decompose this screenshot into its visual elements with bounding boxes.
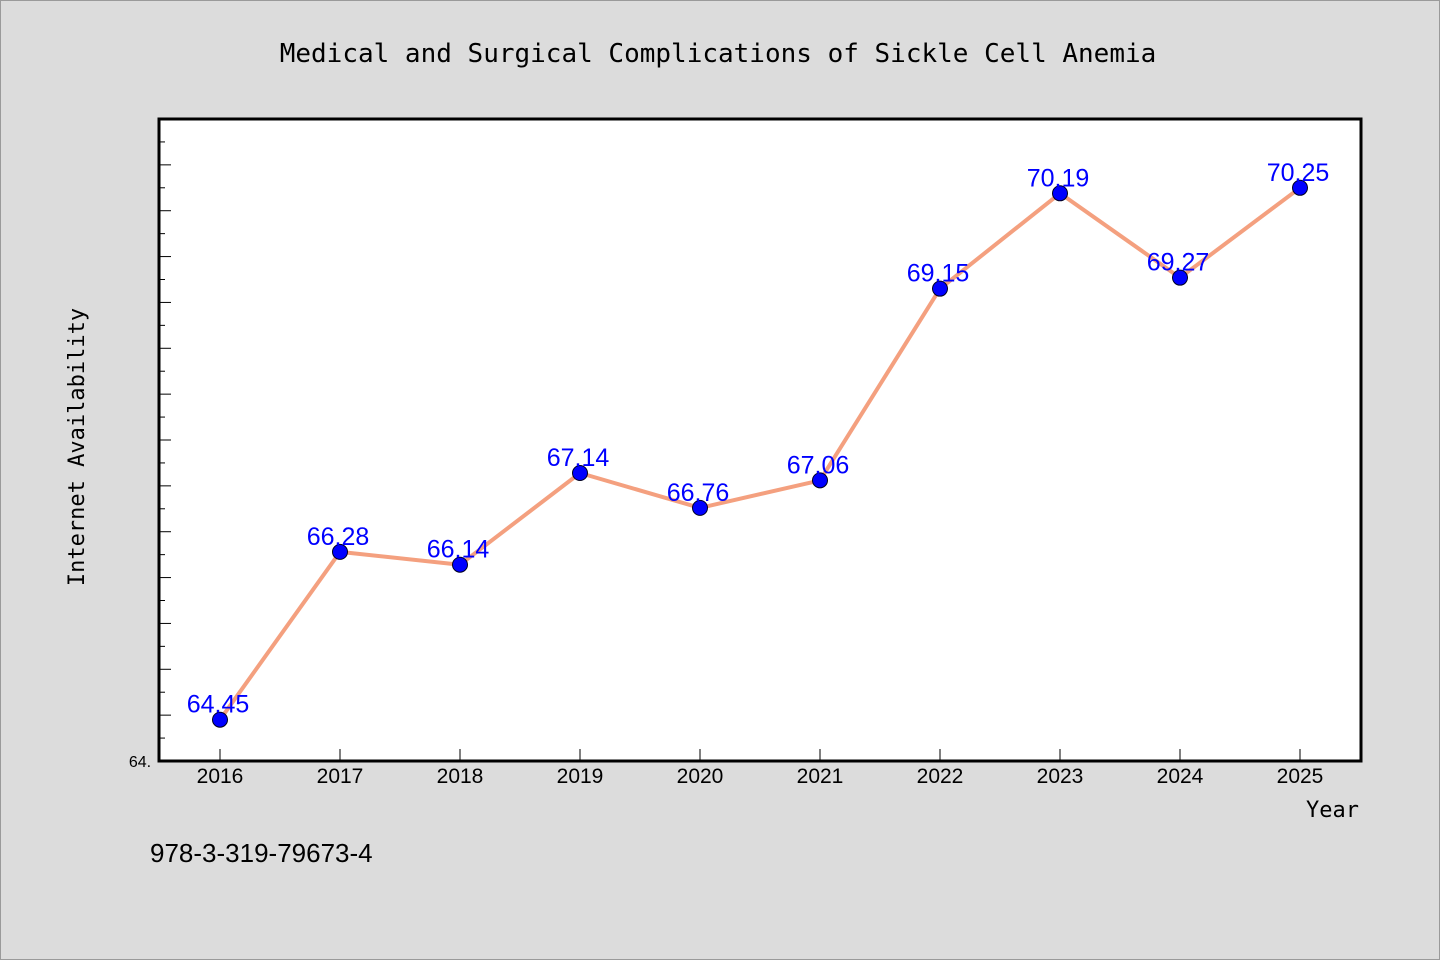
data-label: 70.25 [1267,159,1330,187]
footer-isbn: 978-3-319-79673-4 [150,838,373,868]
y-axis-ticks [159,118,171,762]
series-line-group [218,185,1302,722]
data-markers [212,179,1308,728]
chart-title: Medical and Surgical Complications of Si… [280,39,1157,69]
plot-area [157,117,1363,763]
x-tick-label: 2017 [317,765,364,788]
data-point [332,543,348,560]
x-tick-label: 2018 [437,765,484,788]
x-tick-label: 2021 [797,765,844,788]
data-label: 70.19 [1027,164,1090,192]
data-point [212,711,228,728]
data-point [1292,179,1308,196]
data-point [1172,269,1188,286]
x-axis-tick-labels: 2016 2017 2018 2019 2020 2021 2022 2023 2024 2025 [197,765,1324,788]
data-point [932,280,948,297]
data-label: 66.76 [667,479,730,507]
x-tick-label: 2020 [677,765,724,788]
series-line [218,185,1302,722]
x-tick-label: 2023 [1037,765,1084,788]
y-axis-label: Internet Availability [65,308,90,586]
data-point [812,472,828,489]
data-label: 69.27 [1147,249,1210,277]
data-labels: 64.45 66.28 66.14 67.14 66.76 67.06 69.15 70.19… [187,159,1330,719]
x-axis-ticks [219,749,1301,761]
x-tick-label: 2016 [197,765,244,788]
x-tick-label: 2024 [1157,765,1204,788]
data-point [452,556,468,573]
x-tick-label: 2022 [917,765,964,788]
data-label: 66.28 [307,523,370,551]
data-label: 69.15 [907,260,970,288]
data-label: 66.14 [427,536,490,564]
data-label: 64.45 [187,691,250,719]
data-label: 67.14 [547,444,610,472]
data-point [572,465,588,482]
x-axis-label: Year [1306,798,1359,823]
x-tick-label: 2025 [1277,765,1324,788]
data-point [692,499,708,516]
x-tick-label: 2019 [557,765,604,788]
data-label: 67.06 [787,451,850,479]
y-tick-label: 64. [129,754,151,771]
data-point [1052,185,1068,202]
